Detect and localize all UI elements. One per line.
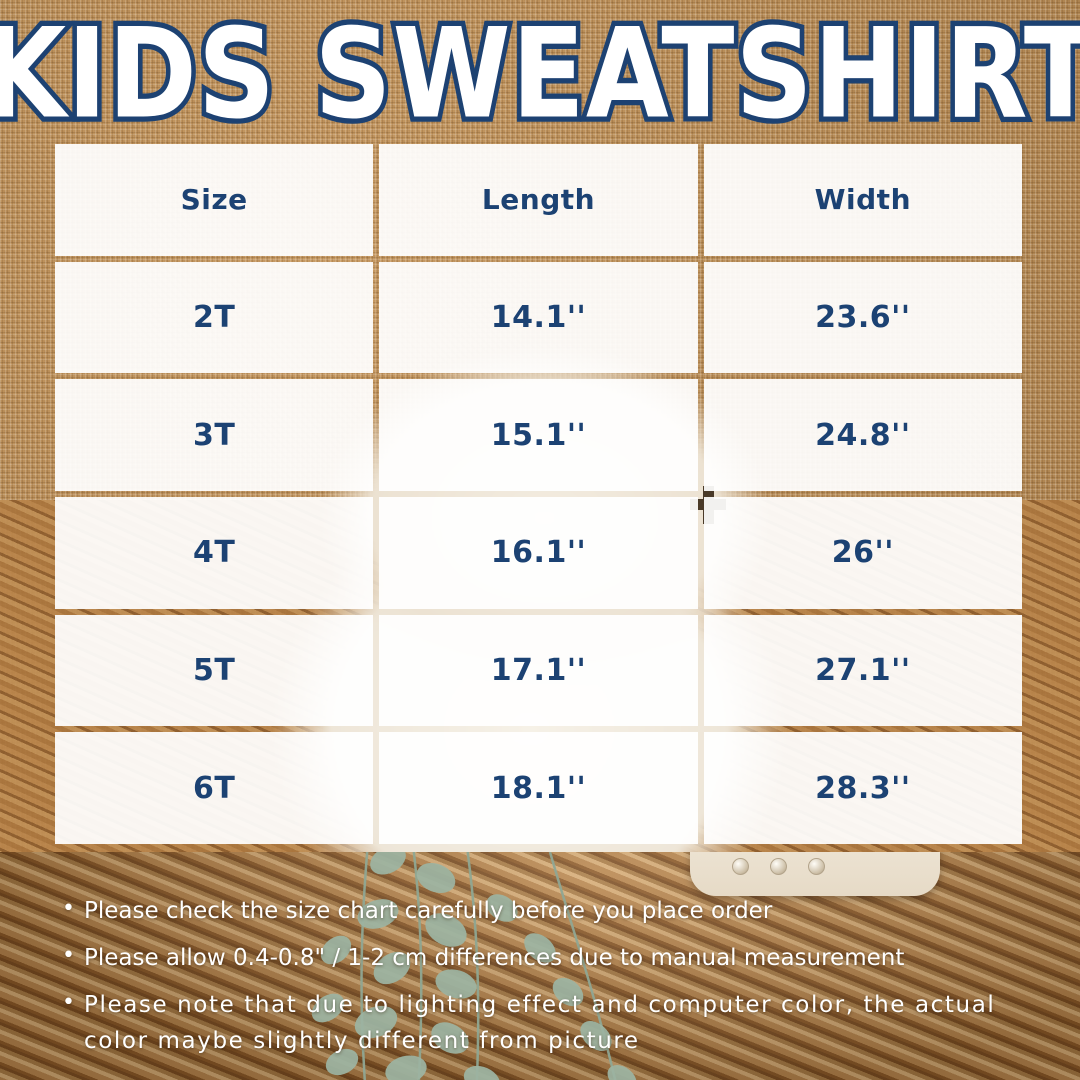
note-text: Please allow 0.4-0.8" / 1-2 cm differenc… bbox=[83, 945, 905, 971]
cell-width-5t: 27.1'' bbox=[703, 614, 1022, 727]
cell-width-3t: 24.8'' bbox=[703, 379, 1022, 491]
column-header-length: Length bbox=[379, 144, 698, 256]
bottom-product-photo bbox=[0, 852, 1080, 1080]
baby-onesie bbox=[690, 852, 940, 896]
note-text: Please check the size chart carefully be… bbox=[83, 898, 773, 924]
page-title-text: KIDS SWEATSHIRT bbox=[0, 1, 1080, 146]
cell-width-6t: 28.3'' bbox=[703, 732, 1022, 844]
note-text: Please note that due to lighting effect … bbox=[83, 992, 996, 1054]
note-item: • Please allow 0.4-0.8" / 1-2 cm differe… bbox=[62, 940, 1062, 976]
cell-length-3t: 15.1'' bbox=[379, 379, 698, 491]
bullet-icon: • bbox=[62, 896, 75, 921]
column-header-width: Width bbox=[703, 144, 1022, 256]
column-header-size: Size bbox=[55, 144, 374, 256]
cell-size-5t: 5T bbox=[55, 614, 374, 727]
eucalyptus-sprig bbox=[311, 852, 637, 1080]
bullet-icon: • bbox=[62, 990, 75, 1015]
note-item: • Please check the size chart carefully … bbox=[62, 893, 1062, 929]
cell-width-2t: 23.6'' bbox=[703, 261, 1022, 374]
snap-button-icon bbox=[770, 858, 787, 875]
bullet-icon: • bbox=[62, 943, 75, 968]
note-item: • Please note that due to lighting effec… bbox=[62, 987, 1062, 1059]
snap-button-icon bbox=[808, 858, 825, 875]
page-title: KIDS SWEATSHIRT bbox=[0, 6, 1080, 141]
cell-size-2t: 2T bbox=[55, 261, 374, 374]
cell-length-6t: 18.1'' bbox=[379, 732, 698, 844]
cell-size-3t: 3T bbox=[55, 379, 374, 491]
size-chart-table: Size Length Width 2T 14.1'' 23.6'' 3T 15… bbox=[55, 144, 1022, 844]
cell-length-2t: 14.1'' bbox=[379, 261, 698, 374]
cell-size-6t: 6T bbox=[55, 732, 374, 844]
cell-size-4t: 4T bbox=[55, 496, 374, 609]
snap-button-icon bbox=[732, 858, 749, 875]
cell-length-5t: 17.1'' bbox=[379, 614, 698, 727]
cell-width-4t: 26'' bbox=[703, 496, 1022, 609]
disclaimer-notes: • Please check the size chart carefully … bbox=[62, 893, 1062, 1070]
cell-length-4t: 16.1'' bbox=[379, 496, 698, 609]
